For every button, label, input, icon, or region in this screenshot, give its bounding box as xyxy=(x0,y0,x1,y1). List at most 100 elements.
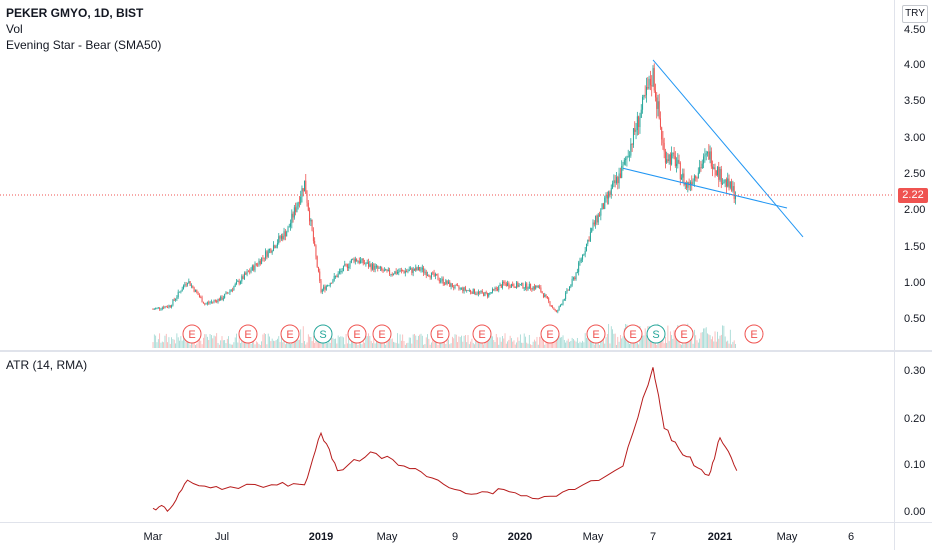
symbol-title: PEKER GMYO, 1D, BIST xyxy=(6,6,144,20)
volume-bar xyxy=(468,344,470,348)
candle-body xyxy=(588,239,590,242)
candle-body xyxy=(689,182,691,186)
volume-bar xyxy=(161,341,163,348)
earnings-event-marker[interactable]: E xyxy=(238,324,258,344)
volume-bar xyxy=(429,344,431,348)
candle-body xyxy=(185,284,187,286)
candle-body xyxy=(362,258,364,264)
candle-body xyxy=(296,206,298,212)
volume-bar xyxy=(431,342,432,348)
volume-bar xyxy=(699,338,701,348)
earnings-event-marker[interactable]: E xyxy=(744,324,764,344)
earnings-event-marker[interactable]: E xyxy=(586,324,606,344)
volume-bar xyxy=(266,344,268,348)
candle-body xyxy=(253,265,255,271)
volume-bar xyxy=(636,342,638,348)
volume-bar xyxy=(199,333,200,348)
pane-separator[interactable] xyxy=(0,350,932,352)
candle-body xyxy=(606,195,608,199)
earnings-event-marker[interactable]: E xyxy=(472,324,492,344)
volume-bar xyxy=(167,342,168,348)
candle-body xyxy=(314,241,316,246)
atr-tick-label: 0.00 xyxy=(904,506,926,518)
candle-body xyxy=(246,271,248,275)
candle-body xyxy=(173,299,175,301)
candle-body xyxy=(192,285,194,288)
volume-bar xyxy=(696,340,698,348)
currency-button[interactable]: TRY xyxy=(902,5,928,23)
volume-bar xyxy=(619,335,621,348)
candle-body xyxy=(385,269,387,271)
volume-bar xyxy=(623,328,625,348)
volume-bar xyxy=(310,337,312,348)
candle-body xyxy=(156,307,158,309)
candle-body xyxy=(357,261,359,262)
candle-body xyxy=(153,309,155,310)
volume-bar xyxy=(569,341,570,348)
candle-body xyxy=(383,270,385,272)
candle-body xyxy=(707,151,709,154)
earnings-event-marker[interactable]: E xyxy=(347,324,367,344)
volume-bar xyxy=(238,333,240,348)
volume-bar xyxy=(723,325,725,348)
candle-body xyxy=(672,152,674,154)
candle-body xyxy=(402,270,404,272)
trendline xyxy=(622,167,788,209)
candle-body xyxy=(290,223,292,227)
volume-bar xyxy=(209,334,211,348)
volume-bar xyxy=(399,334,401,348)
candle-body xyxy=(653,68,655,91)
candle-body xyxy=(344,264,346,266)
volume-bar xyxy=(216,333,218,348)
earnings-event-marker[interactable]: E xyxy=(674,324,694,344)
volume-bar xyxy=(638,344,640,348)
volume-bar xyxy=(545,340,547,348)
event-label: E xyxy=(680,329,687,341)
volume-bar xyxy=(179,340,180,348)
volume-bar xyxy=(347,343,348,348)
candle-body xyxy=(152,309,154,310)
split-event-marker[interactable]: S xyxy=(313,324,333,344)
earnings-event-marker[interactable]: E xyxy=(182,324,202,344)
volume-bar xyxy=(332,337,334,348)
volume-bar xyxy=(674,335,676,348)
candle-body xyxy=(614,180,616,183)
candle-body xyxy=(559,305,561,307)
candle-body xyxy=(245,273,247,275)
volume-bar xyxy=(617,336,619,348)
candle-body xyxy=(208,302,210,304)
price-tick-label: 1.50 xyxy=(904,241,926,253)
volume-bar xyxy=(191,343,192,348)
vol-legend[interactable]: Vol xyxy=(6,22,23,36)
candle-body xyxy=(190,285,192,287)
atr-legend[interactable]: ATR (14, RMA) xyxy=(6,358,88,372)
volume-bar xyxy=(333,338,335,348)
candle-body xyxy=(353,258,355,262)
candle-body xyxy=(580,259,582,261)
volume-bar xyxy=(180,336,182,348)
volume-bar xyxy=(715,341,717,348)
candle-body xyxy=(582,254,584,260)
earnings-event-marker[interactable]: E xyxy=(623,324,643,344)
earnings-event-marker[interactable]: E xyxy=(430,324,450,344)
candle-body xyxy=(715,170,717,176)
volume-bar xyxy=(516,342,517,348)
earnings-event-marker[interactable]: E xyxy=(372,324,392,344)
symbol-legend[interactable]: PEKER GMYO, 1D, BIST xyxy=(6,6,143,21)
volume-bar xyxy=(712,336,713,348)
volume-bar xyxy=(673,330,675,348)
volume-bar xyxy=(546,341,548,348)
pattern-legend[interactable]: Evening Star - Bear (SMA50) xyxy=(6,38,162,52)
candle-body xyxy=(398,271,400,273)
volume-bar xyxy=(205,334,207,348)
earnings-event-marker[interactable]: E xyxy=(540,324,560,344)
split-event-marker[interactable]: S xyxy=(646,324,666,344)
volume-bar xyxy=(368,333,369,348)
earnings-event-marker[interactable]: E xyxy=(280,324,300,344)
volume-bar xyxy=(189,344,191,348)
candle-body xyxy=(470,290,472,293)
candle-body xyxy=(412,268,414,273)
volume-bar xyxy=(173,339,175,348)
candle-body xyxy=(636,116,638,131)
